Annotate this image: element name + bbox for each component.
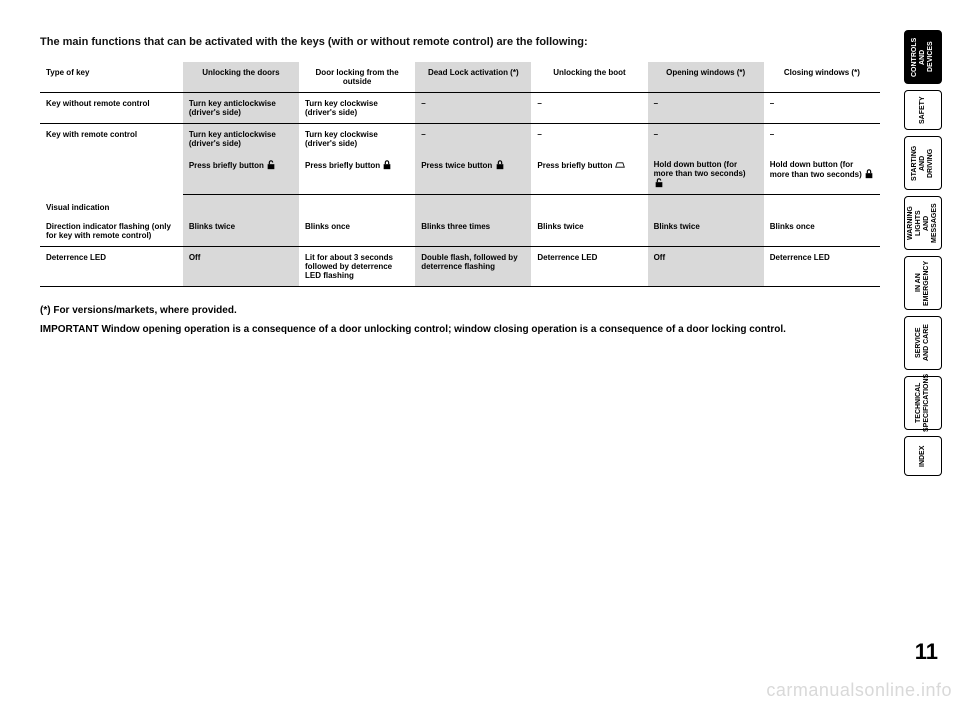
cell: Blinks twice [648, 216, 764, 247]
cell: Press briefly button [531, 154, 647, 195]
tab-warning[interactable]: WARNING LIGHTS AND MESSAGES [904, 196, 942, 250]
tab-service[interactable]: SERVICE AND CARE [904, 316, 942, 370]
table-row: Key with remote control Turn key anticlo… [40, 124, 880, 155]
th-open-win: Opening windows (*) [648, 62, 764, 93]
cell: Deterrence LED [764, 246, 880, 286]
page-number: 11 [915, 639, 938, 665]
cell: Off [183, 246, 299, 286]
cell: Turn key clockwise (driver's side) [299, 124, 415, 155]
cell: Press briefly button [299, 154, 415, 195]
table-row: Direction indicator flashing (only for k… [40, 216, 880, 247]
cell: Lit for about 3 seconds followed by dete… [299, 246, 415, 286]
table-row: Key without remote control Turn key anti… [40, 93, 880, 124]
side-tabs: CONTROLS AND DEVICES SAFETY STARTING AND… [904, 30, 948, 482]
visual-subhead-row: Visual indication [40, 195, 880, 216]
row-label: Deterrence LED [40, 246, 183, 286]
cell: Double flash, followed by deterrence fla… [415, 246, 531, 286]
cell: Turn key anticlockwise (driver's side) [183, 124, 299, 155]
cell: Blinks twice [531, 216, 647, 247]
cell: – [648, 124, 764, 155]
watermark: carmanualsonline.info [766, 680, 952, 701]
key-functions-table: Type of key Unlocking the doors Door loc… [40, 62, 880, 287]
th-lock: Door locking from the outside [299, 62, 415, 93]
page-content: The main functions that can be activated… [40, 36, 880, 335]
cell: – [764, 124, 880, 155]
cell: – [415, 124, 531, 155]
cell: Blinks three times [415, 216, 531, 247]
tab-starting[interactable]: STARTING AND DRIVING [904, 136, 942, 190]
cell: Blinks once [299, 216, 415, 247]
boot-icon [615, 160, 625, 170]
row-label: Key without remote control [40, 93, 183, 124]
cell: Blinks once [764, 216, 880, 247]
cell: – [415, 93, 531, 124]
intro-text: The main functions that can be activated… [40, 36, 880, 48]
cell: Press briefly button [183, 154, 299, 195]
cell: Hold down button (for more than two seco… [764, 154, 880, 195]
lock-icon [864, 169, 874, 179]
cell: – [531, 93, 647, 124]
th-unlock: Unlocking the doors [183, 62, 299, 93]
tab-index[interactable]: INDEX [904, 436, 942, 476]
tab-safety[interactable]: SAFETY [904, 90, 942, 130]
unlock-icon [266, 160, 276, 170]
th-close-win: Closing windows (*) [764, 62, 880, 93]
th-deadlock: Dead Lock activation (*) [415, 62, 531, 93]
row-label: Direction indicator flashing (only for k… [40, 216, 183, 247]
lock-icon [382, 160, 392, 170]
cell: Hold down button (for more than two seco… [648, 154, 764, 195]
cell: Blinks twice [183, 216, 299, 247]
table-row: Deterrence LED Off Lit for about 3 secon… [40, 246, 880, 286]
cell: Deterrence LED [531, 246, 647, 286]
cell-text: Hold down button (for more than two seco… [770, 160, 862, 179]
cell-text: Press briefly button [189, 161, 264, 170]
unlock-icon [654, 178, 664, 188]
tab-emergency[interactable]: IN AN EMERGENCY [904, 256, 942, 310]
cell: Turn key clockwise (driver's side) [299, 93, 415, 124]
th-type: Type of key [40, 62, 183, 93]
row-label: Key with remote control [40, 124, 183, 195]
tab-controls[interactable]: CONTROLS AND DEVICES [904, 30, 942, 84]
lock-icon [495, 160, 505, 170]
cell: Off [648, 246, 764, 286]
cell: – [648, 93, 764, 124]
cell-text: Press twice button [421, 161, 492, 170]
footnote-2: IMPORTANT Window opening operation is a … [40, 324, 880, 335]
visual-subhead: Visual indication [40, 195, 183, 216]
cell: – [531, 124, 647, 155]
cell: – [764, 93, 880, 124]
cell: Turn key anticlockwise (driver's side) [183, 93, 299, 124]
tab-tech[interactable]: TECHNICAL SPECIFICATIONS [904, 376, 942, 430]
cell-text: Hold down button (for more than two seco… [654, 160, 746, 178]
cell-text: Press briefly button [305, 161, 380, 170]
cell: Press twice button [415, 154, 531, 195]
th-boot: Unlocking the boot [531, 62, 647, 93]
cell-text: Press briefly button [537, 161, 612, 170]
footnote-1: (*) For versions/markets, where provided… [40, 305, 880, 316]
